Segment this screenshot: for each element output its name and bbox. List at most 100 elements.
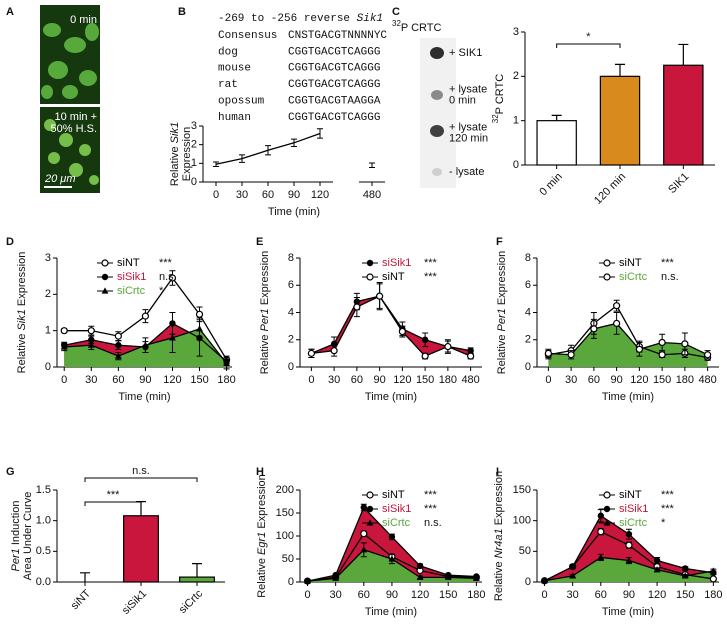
significance-bracket	[84, 477, 198, 482]
data-point	[472, 574, 480, 581]
area-fill	[544, 515, 714, 582]
legend-label: siNT	[619, 257, 642, 269]
blot-title: 32P CRTC	[392, 19, 442, 34]
data-point	[653, 566, 661, 573]
x-tick-label: 30	[565, 374, 577, 386]
error-bar	[615, 63, 625, 77]
data-point	[196, 325, 203, 332]
text-part: Expression	[496, 251, 508, 308]
species-name: Consensus	[218, 30, 277, 42]
y-tick-label: 0	[288, 361, 294, 373]
data-point	[569, 572, 577, 579]
data-point	[613, 302, 621, 310]
text-part: Expression	[16, 252, 28, 309]
x-tick-label: 30	[85, 374, 97, 386]
area-fill	[307, 549, 477, 582]
y-axis-label: Relative Per1 Expression	[259, 251, 271, 375]
x-tick-label: 180	[676, 374, 694, 386]
data-point	[444, 573, 452, 580]
significance-label: n.s.	[132, 465, 150, 477]
error-bar	[239, 154, 245, 163]
bar	[179, 576, 215, 583]
legend-significance: ***	[424, 257, 438, 269]
text-part: P CRTC	[494, 74, 506, 115]
data-point	[366, 259, 374, 267]
x-tick-label: 60	[112, 374, 124, 386]
x-tick-label: 60	[588, 374, 600, 386]
cells	[44, 119, 99, 185]
significance-label: ***	[107, 489, 121, 501]
data-point	[366, 519, 374, 526]
x-tick-label: 0	[308, 374, 314, 386]
series-line	[216, 133, 372, 165]
x-tick-label: 90	[623, 589, 635, 601]
data-point	[658, 351, 666, 359]
legend-label: siCrtc	[619, 271, 648, 283]
blot-band	[432, 168, 442, 176]
data-point	[366, 273, 374, 281]
legend-label: siCrtc	[382, 517, 411, 529]
bar	[663, 64, 704, 166]
data-point	[168, 274, 177, 282]
scale-bar-label: 20 μm	[44, 173, 75, 185]
y-tick-label: 200	[276, 484, 294, 496]
data-point	[704, 351, 712, 359]
text-part: P CRTC	[401, 22, 442, 34]
error-bar	[291, 138, 297, 148]
y-tick-label: 100	[513, 515, 531, 527]
x-axis-label: Time (min)	[602, 391, 654, 403]
data-point	[569, 563, 576, 570]
y-tick-label: 1	[191, 157, 197, 169]
legend-significance: ***	[424, 503, 438, 515]
legend-label: siNT	[619, 489, 642, 501]
image-label: 0 min	[70, 14, 97, 26]
x-tick-label: 0	[61, 374, 67, 386]
data-point	[603, 519, 611, 526]
data-point	[544, 349, 552, 357]
error-bar	[369, 162, 375, 168]
lane-label: + SIK1	[449, 47, 482, 59]
legend-label: siNT	[117, 257, 140, 269]
data-point	[597, 553, 605, 561]
data-point	[115, 342, 122, 349]
legend-significance: ***	[159, 257, 173, 269]
x-tick-label: 120 min	[592, 171, 628, 207]
x-tick-label: 150	[190, 374, 208, 386]
x-tick-label: 180	[704, 589, 722, 601]
data-point	[88, 336, 95, 343]
y-axis-label: Relative Egr1 Expression	[256, 474, 268, 598]
legend-significance: n.s.	[661, 271, 679, 283]
legend-label: siSik1	[117, 271, 146, 283]
legend-label: siNT	[382, 489, 405, 501]
x-axis-label: Time (min)	[118, 391, 170, 403]
legend-significance: ***	[424, 489, 438, 501]
data-point	[169, 334, 176, 341]
series-line	[311, 295, 471, 357]
data-point	[101, 273, 109, 281]
blot-band	[430, 125, 444, 137]
data-point	[114, 332, 122, 340]
data-point	[603, 491, 611, 499]
panel-letter: G	[6, 466, 15, 478]
data-point	[366, 491, 374, 499]
legend-significance: n.s.	[159, 271, 177, 283]
y-tick-label: 150	[513, 484, 531, 496]
text-part: Expression	[493, 471, 505, 528]
legend-label: siSik1	[619, 503, 648, 515]
text-part: Expression	[181, 127, 193, 181]
text-italic: Per1	[496, 308, 508, 331]
y-tick-label: 8	[525, 252, 531, 264]
x-tick-label: 0	[541, 589, 547, 601]
y-tick-label: 150	[276, 507, 294, 519]
text-part: Expression	[259, 251, 271, 308]
bar	[599, 75, 641, 166]
data-point	[590, 325, 598, 333]
text-part: Expression	[256, 474, 268, 531]
blot	[420, 38, 456, 188]
data-point	[416, 573, 424, 580]
y-axis-label: Relative Nr4a1 Expression	[493, 471, 505, 601]
y-axis-label: Area Under Curve	[22, 492, 34, 581]
x-tick-label: 0 min	[537, 171, 565, 199]
error-bar	[213, 161, 219, 168]
data-point	[101, 259, 109, 267]
